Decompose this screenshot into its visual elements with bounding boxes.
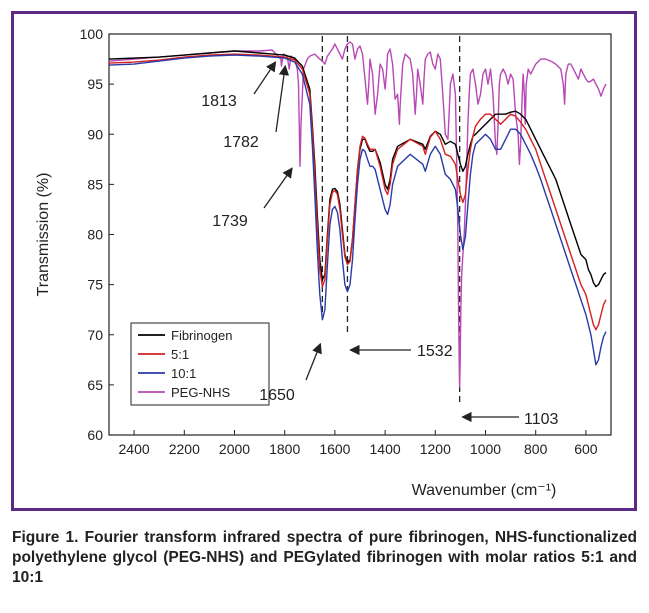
legend-entry: 10:1 <box>171 366 196 381</box>
ftir-chart: 60 65 70 75 80 85 90 95 100 2400 2200 2000 1800 1600 1… <box>35 26 612 499</box>
x-tick-label: 2400 <box>119 441 150 457</box>
annotation-label: 1739 <box>212 213 248 230</box>
annotation-label: 1650 <box>259 387 295 404</box>
x-tick-label: 1800 <box>269 441 300 457</box>
x-tick-label: 600 <box>574 441 598 457</box>
x-tick-label: 1600 <box>319 441 350 457</box>
y-tick-label: 95 <box>87 76 103 92</box>
legend-entry: Fibrinogen <box>171 328 232 343</box>
y-tick-label: 80 <box>87 227 103 243</box>
figure-frame: 60 65 70 75 80 85 90 95 100 2400 2200 2000 1800 1600 1… <box>11 11 637 511</box>
series-line-5-1 <box>108 53 607 331</box>
x-axis-label: Wavenumber (cm⁻¹) <box>412 482 557 499</box>
x-tick-label: 1000 <box>470 441 501 457</box>
x-tick-label: 1400 <box>370 441 401 457</box>
y-tick-label: 65 <box>87 377 103 393</box>
x-tick-label: 800 <box>524 441 548 457</box>
y-tick-label: 100 <box>80 26 104 42</box>
annotation-label: 1813 <box>201 93 237 110</box>
series-line-peg-nhs <box>108 41 607 388</box>
y-tick-label: 75 <box>87 277 103 293</box>
legend-entry: 5:1 <box>171 347 189 362</box>
figure-caption: Figure 1. Fourier transform infrared spe… <box>12 529 637 586</box>
x-tick-label: 2200 <box>169 441 200 457</box>
annotation-label: 1782 <box>223 134 259 151</box>
y-tick-label: 60 <box>87 427 103 443</box>
annotation-arrow <box>275 64 290 133</box>
y-tick-label: 70 <box>87 327 103 343</box>
annotation-arrow <box>305 342 322 381</box>
legend-entry: PEG-NHS <box>171 385 231 400</box>
x-tick-label: 1200 <box>420 441 451 457</box>
annotation-label: 1103 <box>524 411 559 428</box>
y-tick-label: 85 <box>87 176 103 192</box>
annotation-arrow <box>263 167 293 209</box>
x-tick-label: 2000 <box>219 441 250 457</box>
y-tick-label: 90 <box>87 126 103 142</box>
y-axis-label: Transmission (%) <box>35 173 52 297</box>
annotation-arrow <box>253 60 277 95</box>
annotation-label: 1532 <box>417 343 453 360</box>
series-line-10-1 <box>108 54 607 366</box>
